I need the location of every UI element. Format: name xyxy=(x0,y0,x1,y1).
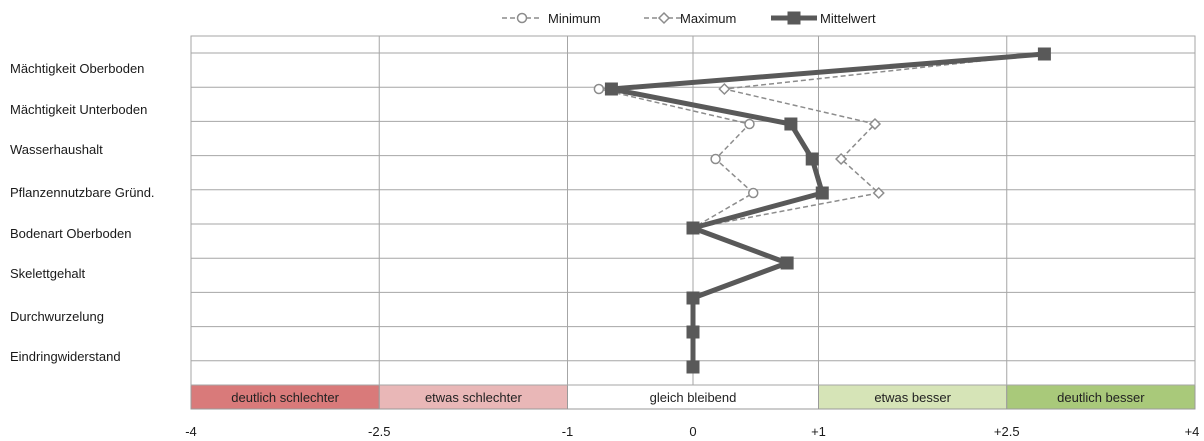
x-tick-label: +4 xyxy=(1185,424,1200,439)
zone-label: etwas schlechter xyxy=(425,390,522,405)
mittelwert-point xyxy=(780,256,794,270)
mittelwert-point xyxy=(784,117,798,131)
zone-label: deutlich besser xyxy=(1057,390,1145,405)
zone-band: deutlich schlechter etwas schlechter gleic… xyxy=(190,384,1196,410)
mittelwert-point xyxy=(686,325,700,339)
category-label: Eindringwiderstand xyxy=(10,349,121,364)
category-label: Mächtigkeit Unterboden xyxy=(10,102,147,117)
category-label: Skelettgehalt xyxy=(10,266,86,281)
x-tick-label: -1 xyxy=(562,424,574,439)
legend-label: Maximum xyxy=(680,11,736,26)
x-axis-tick-labels: -4 -2.5 -1 0 +1 +2.5 +4 xyxy=(185,424,1199,439)
series-line xyxy=(692,53,1045,229)
category-label: Pflanzennutzbare Gründ. xyxy=(10,185,155,200)
x-tick-label: -2.5 xyxy=(368,424,390,439)
mittelwert-point xyxy=(805,152,819,166)
maximum-point xyxy=(718,82,731,96)
legend-label: Minimum xyxy=(548,11,601,26)
mittelwert-point xyxy=(686,291,700,305)
series-line xyxy=(608,51,1045,367)
minimum-point xyxy=(593,83,605,95)
zone-rect xyxy=(190,384,380,410)
category-label: Bodenart Oberboden xyxy=(10,226,131,241)
mittelwert-point xyxy=(604,82,618,96)
minimum-point xyxy=(710,153,721,165)
x-tick-label: -4 xyxy=(185,424,197,439)
maximum-point xyxy=(872,186,885,200)
mittelwert-point xyxy=(686,360,700,374)
minimum-point xyxy=(516,12,528,24)
category-label: Mächtigkeit Oberboden xyxy=(10,61,144,76)
zone-label: gleich bleibend xyxy=(650,390,737,405)
zone-label: deutlich schlechter xyxy=(231,390,339,405)
category-label: Durchwurzelung xyxy=(10,309,104,324)
mittelwert-point xyxy=(1037,47,1051,61)
legend: Minimum Maximum Mittelwert xyxy=(502,11,876,26)
maximum-point xyxy=(835,152,848,166)
minimum-point xyxy=(747,187,759,199)
legend-label: Mittelwert xyxy=(820,11,876,26)
x-tick-label: +1 xyxy=(811,424,826,439)
category-labels: Mächtigkeit Oberboden Mächtigkeit Unterbo… xyxy=(10,61,155,364)
mittelwert-point xyxy=(686,221,700,235)
x-tick-label: +2.5 xyxy=(994,424,1020,439)
maximum-point xyxy=(657,11,671,25)
mittelwert-point xyxy=(787,11,801,25)
maximum-point xyxy=(868,117,882,131)
x-tick-label: 0 xyxy=(689,424,696,439)
minimum-point xyxy=(744,118,755,130)
series-line xyxy=(598,53,1045,229)
zone-rect xyxy=(378,384,568,410)
category-label: Wasserhaushalt xyxy=(10,142,103,157)
series-mittelwert xyxy=(604,47,1051,374)
zone-rect xyxy=(1006,384,1196,410)
zone-label: etwas besser xyxy=(874,390,951,405)
mittelwert-point xyxy=(815,186,829,200)
series-minimum xyxy=(593,48,1050,234)
series-group xyxy=(593,47,1051,374)
